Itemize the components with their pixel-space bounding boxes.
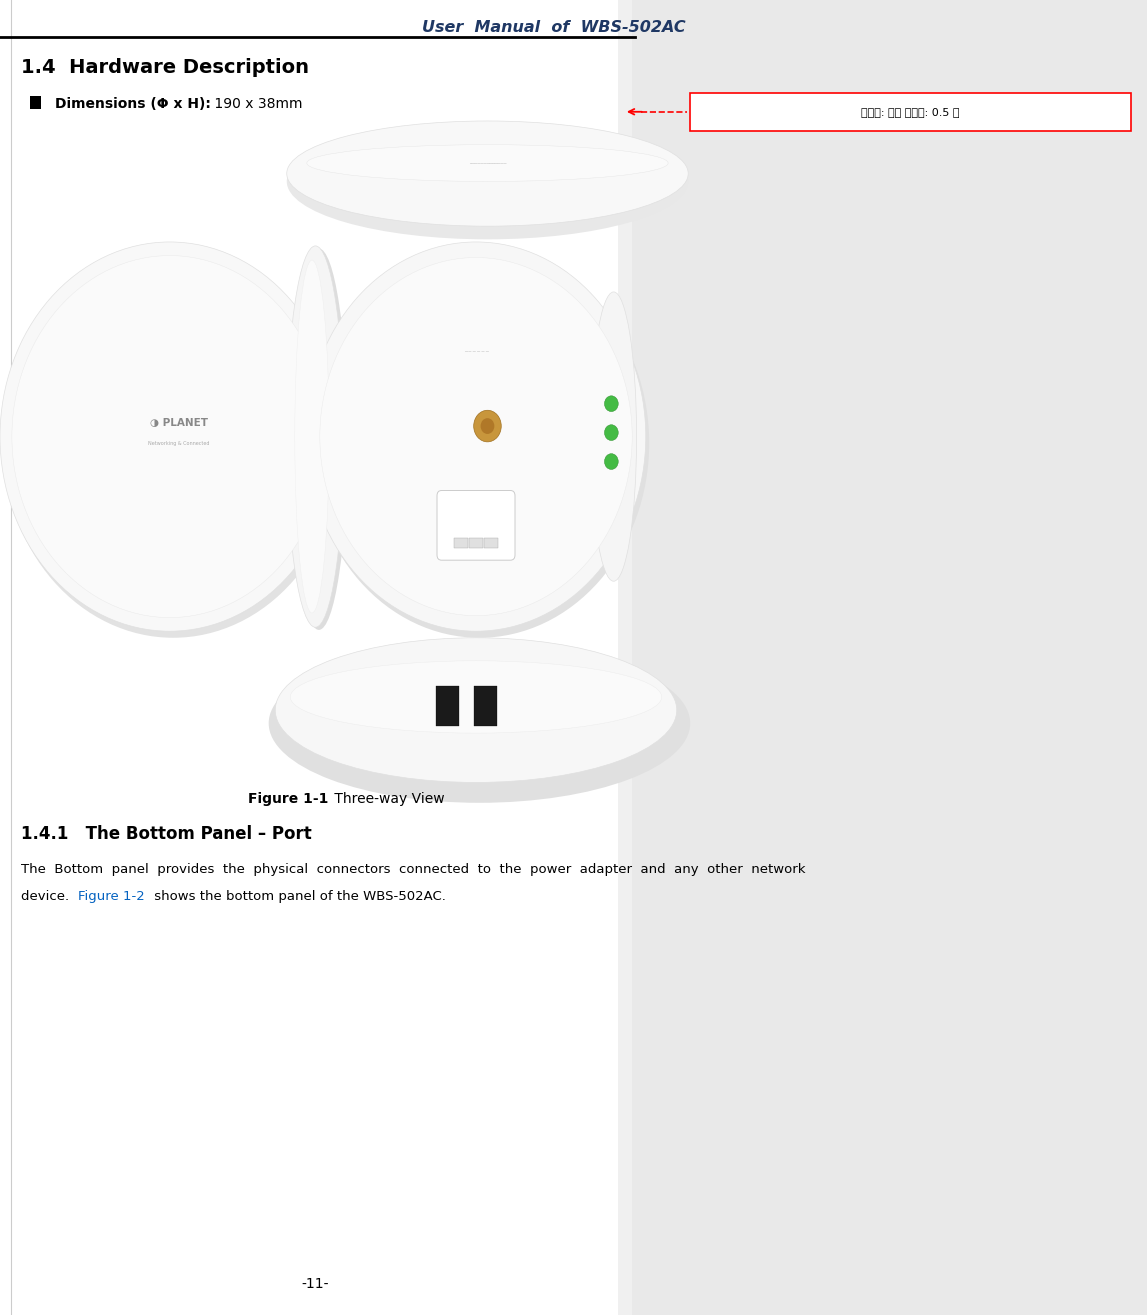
Text: ─ ─ ─ ─ ─ ─: ─ ─ ─ ─ ─ ─ bbox=[463, 348, 489, 354]
Text: User  Manual  of  WBS-502AC: User Manual of WBS-502AC bbox=[422, 20, 686, 34]
Bar bbox=[436, 686, 459, 726]
Text: Figure 1-2: Figure 1-2 bbox=[78, 890, 145, 903]
Ellipse shape bbox=[290, 660, 662, 734]
Ellipse shape bbox=[290, 249, 348, 630]
Text: The  Bottom  panel  provides  the  physical  connectors  connected  to  the  pow: The Bottom panel provides the physical c… bbox=[21, 863, 805, 876]
Circle shape bbox=[474, 410, 501, 442]
Circle shape bbox=[306, 242, 646, 631]
Ellipse shape bbox=[591, 292, 637, 581]
Ellipse shape bbox=[275, 638, 677, 782]
Text: 格式化: 間距 套用後: 0.5 行: 格式化: 間距 套用後: 0.5 行 bbox=[861, 107, 960, 117]
FancyBboxPatch shape bbox=[690, 92, 1131, 132]
Text: device.: device. bbox=[21, 890, 73, 903]
Bar bbox=[474, 686, 497, 726]
Ellipse shape bbox=[307, 145, 668, 181]
Bar bbox=[618, 0, 632, 1315]
Text: Networking & Connected: Networking & Connected bbox=[148, 441, 210, 446]
Text: 1.4  Hardware Description: 1.4 Hardware Description bbox=[21, 58, 309, 76]
Bar bbox=[484, 538, 498, 548]
Text: ─────────────: ───────────── bbox=[469, 160, 506, 166]
Text: 1.4.1   The Bottom Panel – Port: 1.4.1 The Bottom Panel – Port bbox=[21, 825, 311, 843]
Text: shows the bottom panel of the WBS-502AC.: shows the bottom panel of the WBS-502AC. bbox=[150, 890, 446, 903]
Bar bbox=[630, 0, 1147, 1315]
Circle shape bbox=[320, 258, 632, 615]
Text: Dimensions (Φ x H):: Dimensions (Φ x H): bbox=[55, 97, 211, 112]
Text: Figure 1-1: Figure 1-1 bbox=[248, 792, 329, 806]
Circle shape bbox=[481, 418, 494, 434]
Circle shape bbox=[3, 249, 343, 638]
Bar bbox=[469, 538, 483, 548]
Bar bbox=[454, 538, 468, 548]
Ellipse shape bbox=[287, 246, 344, 627]
Circle shape bbox=[604, 396, 618, 412]
Circle shape bbox=[11, 255, 328, 618]
Text: 190 x 38mm: 190 x 38mm bbox=[210, 97, 303, 112]
Circle shape bbox=[604, 425, 618, 441]
Circle shape bbox=[0, 242, 340, 631]
Text: -11-: -11- bbox=[302, 1277, 328, 1291]
Ellipse shape bbox=[268, 644, 690, 802]
Circle shape bbox=[310, 249, 649, 638]
FancyBboxPatch shape bbox=[437, 490, 515, 560]
Ellipse shape bbox=[287, 124, 688, 239]
Text: Three-way View: Three-way View bbox=[330, 792, 444, 806]
Text: ◑ PLANET: ◑ PLANET bbox=[150, 418, 208, 429]
Bar bbox=[30, 96, 41, 109]
Ellipse shape bbox=[295, 260, 329, 613]
Ellipse shape bbox=[287, 121, 688, 226]
Circle shape bbox=[604, 454, 618, 469]
